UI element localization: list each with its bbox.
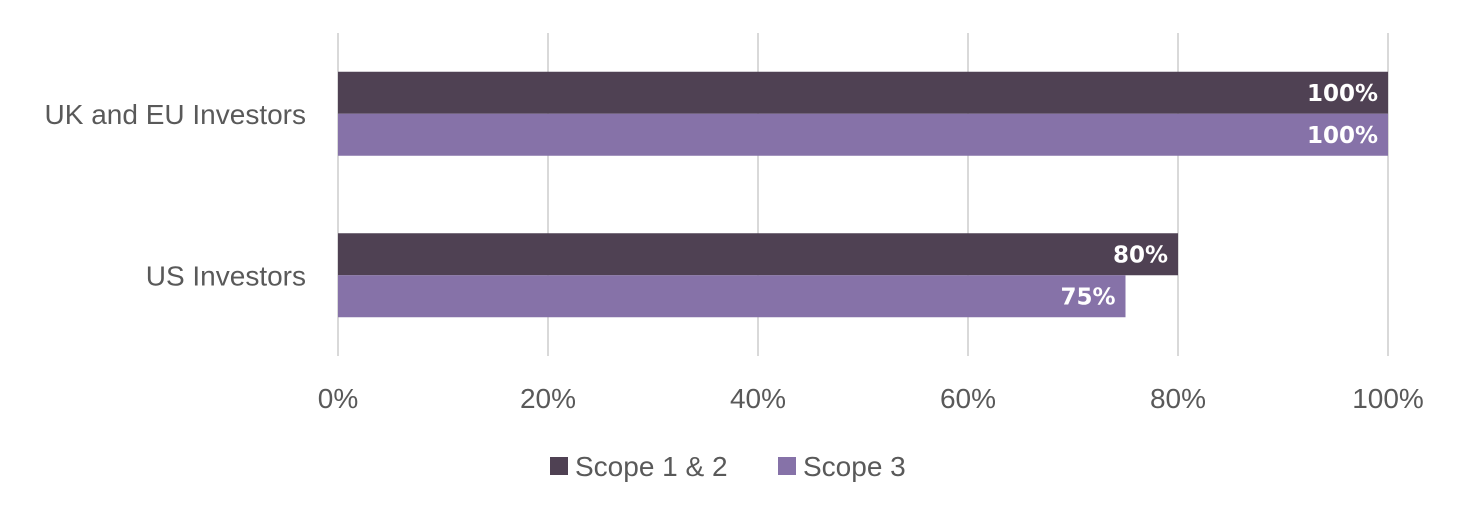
x-tick-label: 0% [318,383,358,414]
x-tick-label: 40% [730,383,786,414]
legend-label-scope-1-2: Scope 1 & 2 [575,451,728,482]
legend-swatch-scope-3 [778,457,796,475]
value-axis: 0% 20% 40% 60% 80% 100% [318,383,1424,414]
data-label: 100% [1307,81,1378,107]
legend-label-scope-3: Scope 3 [803,451,906,482]
bar [338,233,1178,276]
category-label: UK and EU Investors [45,99,306,130]
legend-swatch-scope-1-2 [550,457,568,475]
legend: Scope 1 & 2 Scope 3 [550,451,906,482]
category-axis: UK and EU Investors US Investors [45,99,306,292]
x-tick-label: 100% [1352,383,1424,414]
x-tick-label: 20% [520,383,576,414]
data-label: 75% [1060,284,1115,310]
data-label: 80% [1113,242,1168,268]
bar [338,113,1388,156]
bar [338,71,1388,114]
bars [338,71,1388,318]
category-label: US Investors [146,260,306,291]
bar [338,275,1126,318]
data-labels: 100% 100% 80% 75% [1060,81,1378,311]
x-tick-label: 80% [1150,383,1206,414]
data-label: 100% [1307,123,1378,149]
x-tick-label: 60% [940,383,996,414]
